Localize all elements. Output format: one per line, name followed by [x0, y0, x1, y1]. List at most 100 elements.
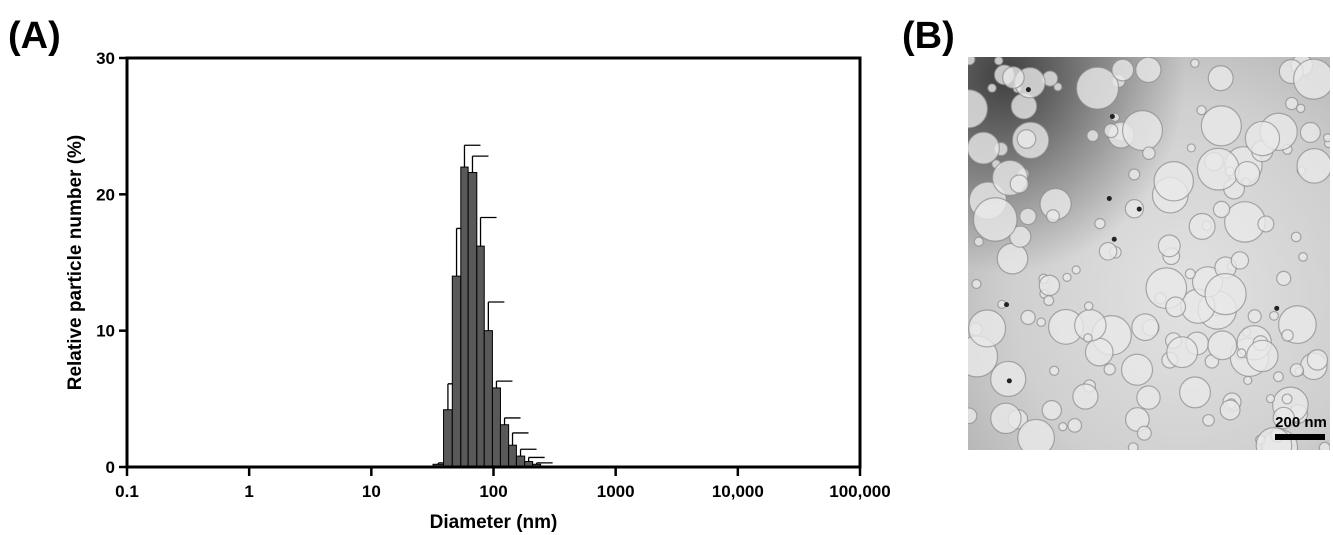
vesicle [1247, 309, 1262, 324]
vesicle [968, 131, 1000, 165]
vesicle [1306, 349, 1329, 371]
bar [451, 275, 462, 468]
bar [476, 245, 485, 468]
vesicle [1196, 105, 1207, 116]
vesicle [1127, 442, 1139, 450]
vesicle [1131, 313, 1160, 342]
vesicle [1072, 383, 1099, 410]
y-tick-label: 10 [96, 322, 115, 341]
vesicle [1153, 161, 1194, 202]
vesicle [1067, 417, 1083, 433]
vesicle [973, 236, 984, 247]
vesicle [1255, 427, 1293, 450]
vesicle [1017, 418, 1055, 450]
vesicle [1236, 348, 1247, 359]
vesicle [1083, 301, 1094, 311]
vesicle [1083, 333, 1093, 343]
y-tick-label: 0 [106, 458, 115, 477]
vesicle [1124, 199, 1145, 219]
vesicle [972, 197, 1018, 242]
vesicle [1299, 121, 1321, 144]
vesicle [990, 402, 1022, 435]
vesicle [1038, 274, 1061, 297]
vesicle [1103, 363, 1116, 376]
vesicle [1243, 375, 1253, 386]
vesicle [1234, 160, 1261, 187]
vesicle [1202, 413, 1215, 427]
vesicle [1281, 393, 1293, 405]
vesicle [1204, 272, 1247, 316]
y-tick-label: 20 [96, 185, 115, 204]
vesicle [968, 89, 989, 129]
vesicle [1098, 241, 1118, 261]
vesicle [1036, 317, 1047, 328]
vesicle [996, 242, 1029, 275]
vesicle [1086, 129, 1100, 143]
bar [443, 409, 453, 468]
x-tick-label: 1000 [597, 482, 635, 501]
vesicle [1293, 58, 1330, 100]
vesicle [1257, 215, 1275, 233]
panel-label: (A) [8, 15, 61, 57]
vesicle [1075, 66, 1120, 110]
scale-bar [1275, 434, 1325, 440]
vesicle [1219, 399, 1241, 421]
vesicle [1135, 57, 1162, 84]
particle [1109, 113, 1115, 119]
vesicle [1009, 225, 1032, 248]
vesicle [1190, 58, 1200, 69]
vesicle [1084, 337, 1114, 367]
chart: 0 10 20 30 0.1 1 10 100 1000 10,000 100,000 Diamete… [65, 49, 891, 533]
vesicle [1041, 400, 1063, 421]
vesicle [1184, 268, 1196, 280]
vesicle [968, 407, 978, 425]
y-axis-label: Relative particle number (%) [65, 135, 86, 391]
vesicle [971, 278, 982, 290]
vesicle [1230, 251, 1250, 270]
particle [1004, 302, 1010, 308]
vesicle [987, 83, 997, 93]
x-axis-label: Diameter (nm) [430, 512, 558, 533]
vesicle [1128, 168, 1141, 181]
bar [491, 387, 501, 468]
panel-label: (B) [902, 15, 955, 57]
tem-image [968, 57, 1330, 450]
vesicle [1009, 174, 1029, 194]
vesicle [1269, 310, 1279, 321]
vesicle [1296, 148, 1330, 184]
vesicle [968, 57, 976, 66]
vesicle [1142, 146, 1156, 160]
vesicle [1053, 82, 1063, 92]
vesicle [1186, 143, 1196, 153]
x-tick-label: 100,000 [829, 482, 890, 501]
vesicle [1295, 103, 1306, 114]
vesicle [1322, 133, 1330, 143]
vesicle [1121, 110, 1164, 152]
vesicle [1120, 353, 1154, 386]
vesicle [1103, 123, 1119, 139]
vesicle [1246, 339, 1279, 373]
vesicle [1196, 147, 1240, 191]
vesicle [1157, 234, 1181, 258]
vesicle [1049, 365, 1060, 376]
vesicle [1111, 58, 1135, 82]
vesicle [1016, 129, 1037, 149]
y-tick-label: 30 [96, 49, 115, 68]
bar [508, 444, 517, 468]
vesicle [1281, 329, 1294, 342]
particle [1274, 305, 1280, 311]
vesicle [1200, 105, 1242, 147]
particle [1025, 87, 1031, 93]
particle [1136, 206, 1142, 212]
vesicle [1136, 385, 1161, 410]
x-tick-label: 100 [479, 482, 507, 501]
bar [483, 330, 493, 468]
vesicle [1212, 200, 1231, 219]
x-tick-label: 10 [362, 482, 381, 501]
vesicle [1290, 231, 1302, 243]
vesicle [1062, 272, 1072, 282]
vesicle [1244, 120, 1281, 157]
particle [1111, 236, 1117, 242]
vesicle [1058, 422, 1068, 432]
